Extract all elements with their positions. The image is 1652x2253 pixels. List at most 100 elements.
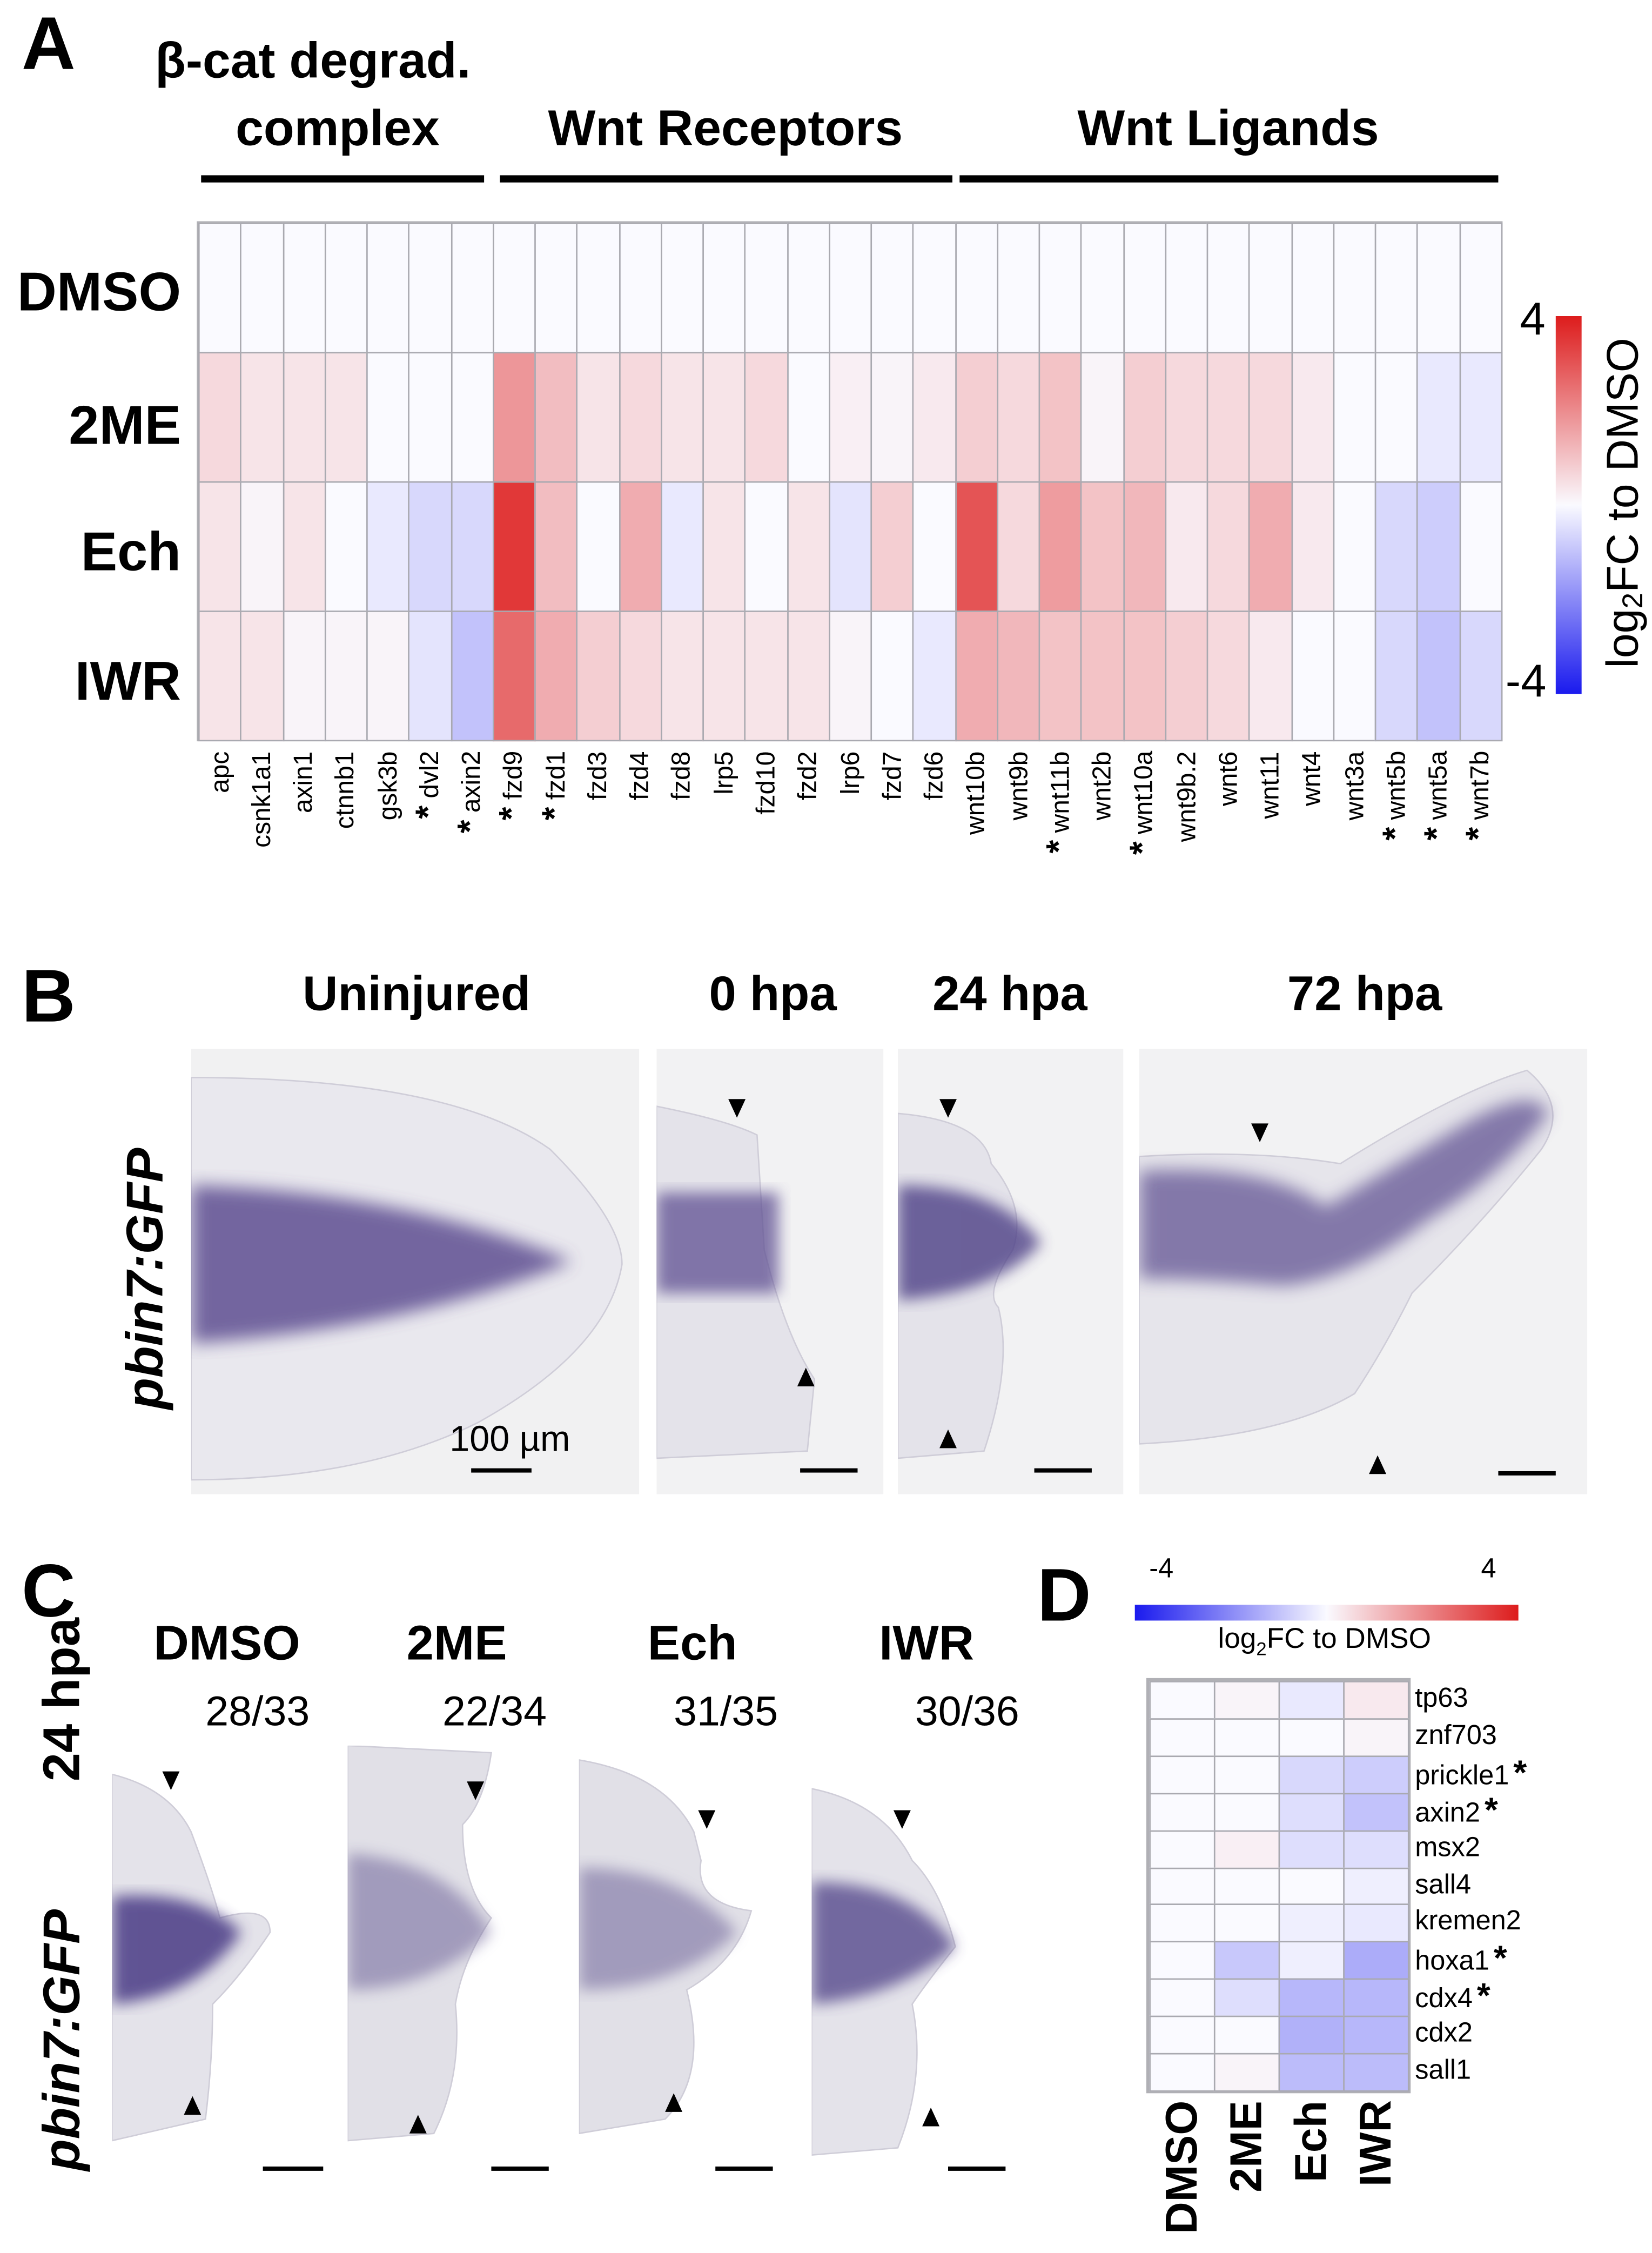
heatmap-cell [1417,352,1461,483]
column-label-text: wnt11b [1045,751,1075,833]
heatmap-cell [1213,1792,1280,1832]
heatmap-cell [450,352,494,483]
column-label-text: wnt6 [1213,751,1243,806]
group-header-degradation-complex-line2: complex [236,100,440,157]
column-label: fzd8 [666,752,697,921]
heatmap-cell [1343,1718,1409,1757]
heatmap-cell [870,611,915,742]
heatmap-cell [1213,1681,1280,1720]
condition-label-2me: 2ME [406,1616,507,1671]
column-label: wnt2b [1086,752,1118,921]
heatmap-cell [618,352,662,483]
heatmap-cell [1165,223,1208,354]
column-label: fzd4 [624,752,656,921]
heatmap-cell [1213,2053,1280,2092]
heatmap-cell [618,481,662,612]
heatmap-cell [282,481,326,612]
column-label: fzd7 [876,752,908,921]
arrowhead-icon [467,1781,485,1800]
heatmap-cell [787,611,830,742]
column-label: wnt11 [1254,752,1286,921]
colorbar-d-title-log: log [1218,1623,1257,1655]
heatmap-cell [744,481,788,612]
heatmap-cell [1080,352,1125,483]
heatmap-cell [1343,1792,1409,1832]
title-0hpa: 0 hpa [709,967,837,1022]
arrowhead-icon [1251,1123,1268,1142]
heatmap-cell [324,352,368,483]
heatmap-cell [492,481,536,612]
heatmap-cell [1213,1904,1280,1943]
heatmap-cell [1291,611,1335,742]
column-label: wnt6 [1212,752,1244,921]
row-label: sall4 [1415,1867,1471,1905]
heatmap-cell [366,352,410,483]
column-label-text: wnt5b [1381,751,1411,821]
scale-bar [715,2166,773,2171]
heatmap-cell [912,611,956,742]
heatmap-cell [702,611,746,742]
heatmap-cell [955,352,998,483]
row-label: kremen2 [1415,1905,1521,1942]
heatmap-cell [324,223,368,354]
heatmap-cell [1278,1829,1345,1869]
heatmap-cell [1291,352,1335,483]
row-label-text: cdx4 [1415,1984,1473,2015]
heatmap-cell [1278,1941,1345,1980]
column-label: Ech [1285,2100,1335,2182]
column-label-text: lrp5 [709,751,738,795]
scale-bar-label: 100 µm [449,1419,570,1460]
significance-asterisk: * [1493,1940,1507,1979]
heatmap-cell [660,481,704,612]
heatmap-cell [955,481,998,612]
column-label: ctnnb1 [330,752,361,921]
column-label-text: axin1 [288,751,318,814]
heatmap-cell [534,352,578,483]
heatmap-cell [1459,611,1503,742]
heatmap-cell [1459,223,1503,354]
column-label-text: axin2 [457,751,486,814]
heatmap-cell [618,223,662,354]
heatmap-cell [702,481,746,612]
heatmap-cell [1213,1718,1280,1757]
heatmap-d-frame [1146,1678,1411,2094]
heatmap-cell [1333,611,1376,742]
arrowhead-icon [922,2107,940,2127]
column-label-text: fzd9 [499,751,528,801]
heatmap-cell [450,481,494,612]
count-iwr: 30/36 [915,1689,1019,1736]
heatmap-cell [1213,1941,1280,1980]
heatmap-cell [1038,223,1083,354]
heatmap-cell [660,352,704,483]
heatmap-cell [1278,1681,1345,1720]
arrowhead-icon [893,1810,911,1829]
heatmap-cell [1213,1867,1280,1906]
column-label-text: fzd6 [919,751,949,801]
micrograph-24hpa [897,1049,1124,1494]
heatmap-cell [1213,1829,1280,1869]
arrowhead-icon [665,2093,683,2112]
heatmap-cell [1123,352,1166,483]
row-label: axin2 * [1415,1791,1498,1833]
scale-bar [263,2166,324,2171]
heatmap-cell [870,481,915,612]
arrowhead-icon [728,1099,746,1118]
column-label: fzd2 [792,752,824,921]
heatmap-cell [492,352,536,483]
heatmap-cell [1149,1792,1216,1832]
panel-label-b: B [21,955,76,1039]
row-label-pbin7-gfp-b: pbin7:GFP [115,1148,174,1410]
group-bracket-degradation-complex [201,175,485,183]
significance-asterisk: * [1484,1791,1498,1830]
heatmap-cell [1213,1979,1280,2017]
heatmap-cell [1459,352,1503,483]
colorbar-a-title: log2FC to DMSO [1597,294,1651,711]
heatmap-cell [1213,2016,1280,2055]
column-label-text: dvl2 [415,751,444,799]
heatmap-cell [366,223,410,354]
significance-asterisk: * [535,807,574,821]
heatmap-cell [408,481,452,612]
significance-asterisk: * [409,806,448,820]
heatmap-cell [1080,223,1125,354]
